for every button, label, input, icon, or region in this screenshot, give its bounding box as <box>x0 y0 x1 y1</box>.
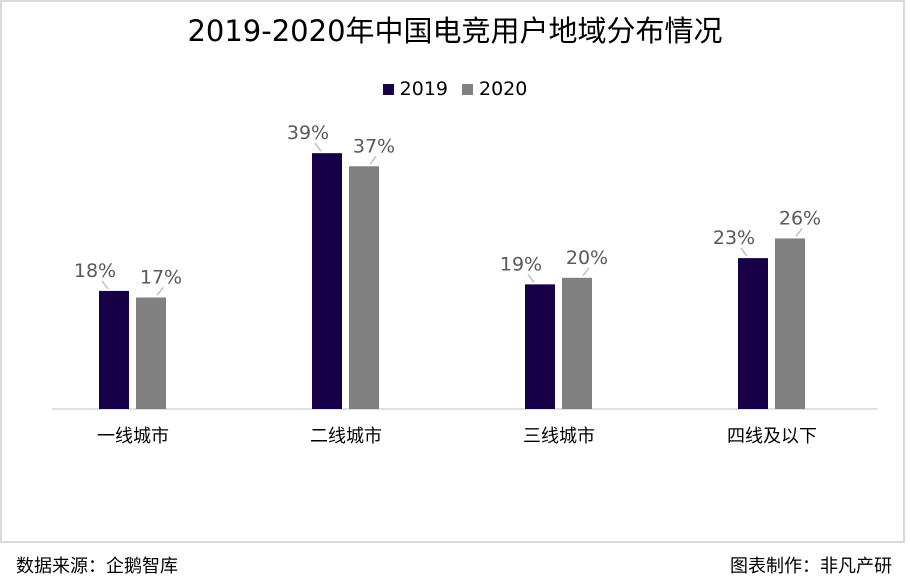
data-label: 26% <box>779 207 821 229</box>
legend-swatch-2019 <box>382 83 394 95</box>
data-label: 18% <box>74 260 116 282</box>
legend-swatch-2020 <box>462 83 473 95</box>
bar-2020-2 <box>562 277 592 409</box>
leader-line <box>582 267 590 277</box>
legend-label: 2020 <box>479 78 528 100</box>
bar-2019-0 <box>99 290 129 409</box>
leader-line <box>101 280 109 290</box>
data-label: 19% <box>500 253 542 275</box>
bar-2019-2 <box>525 284 555 409</box>
leader-line <box>795 227 803 237</box>
data-label: 39% <box>287 122 329 144</box>
category-label: 二线城市 <box>310 426 382 447</box>
leader-line <box>740 247 748 257</box>
bar-2020-0 <box>136 297 166 409</box>
leader-line <box>156 287 164 296</box>
legend-label: 2019 <box>399 78 448 100</box>
bar-2020-3 <box>775 238 805 409</box>
bar-2019-1 <box>312 153 342 409</box>
leader-line <box>314 142 322 152</box>
bar-2020-1 <box>349 166 379 409</box>
data-label: 23% <box>713 227 755 249</box>
data-label: 17% <box>140 266 182 288</box>
category-label: 一线城市 <box>97 426 169 447</box>
data-label: 20% <box>566 247 608 269</box>
category-label: 四线及以下 <box>727 426 817 447</box>
legend-item-2020: 2020 <box>462 78 527 100</box>
legend: 2019 2020 <box>0 78 910 100</box>
bar-2019-3 <box>738 258 768 409</box>
legend-item-2019: 2019 <box>382 78 448 100</box>
category-label: 三线城市 <box>523 426 595 447</box>
leader-line <box>369 155 377 165</box>
chart-title: 2019-2020年中国电竞用户地域分布情况 <box>187 14 723 48</box>
credit-note: 图表制作：非凡产研 <box>730 556 892 577</box>
bar-chart: 18% 17% 一线城市 39% 37% 二线城市 19% 20% 三线城市 23% 26% 四线及以… <box>52 122 878 447</box>
source-note: 数据来源：企鹅智库 <box>16 556 178 577</box>
leader-line <box>527 273 535 283</box>
data-label: 37% <box>353 135 395 157</box>
